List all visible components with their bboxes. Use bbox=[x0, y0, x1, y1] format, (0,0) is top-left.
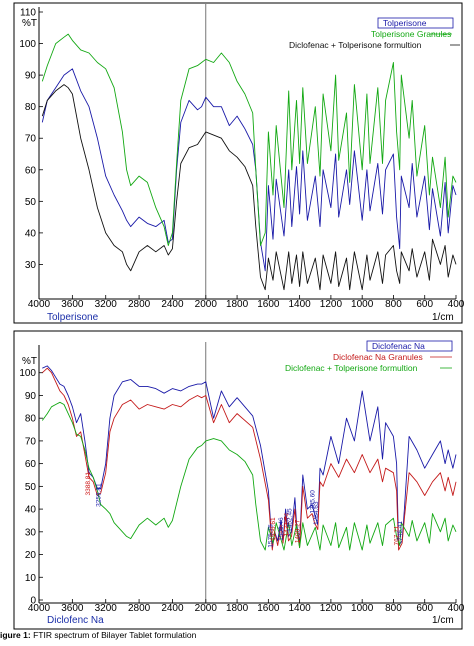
y-tick-label: 100 bbox=[19, 39, 36, 50]
legend-top: Tolperisone Tolperisone Granules Diclofe… bbox=[289, 17, 460, 50]
x-tick-label: 1600 bbox=[257, 603, 280, 614]
peak-annotation: 3388.81 bbox=[85, 472, 92, 496]
peak-annotation: 1471.74 bbox=[284, 512, 291, 536]
x-tick-label: 600 bbox=[416, 299, 433, 310]
peak-annotation: 1506.46 bbox=[278, 517, 285, 541]
y-tick-label: 40 bbox=[25, 228, 37, 239]
series-line-0 bbox=[41, 68, 457, 272]
y-axis-label: %T bbox=[22, 18, 37, 29]
legend-item-diclofenac-tolperisone: Diclofenac + Tolperisone formultion bbox=[289, 40, 422, 50]
y-tick-label: 60 bbox=[25, 459, 37, 470]
x-tick-label: 1600 bbox=[257, 299, 280, 310]
panel-label: Diclofenc Na bbox=[47, 615, 104, 626]
series-line-0 bbox=[42, 365, 457, 549]
y-tick-label: 10 bbox=[25, 573, 37, 584]
series-line-1 bbox=[41, 367, 457, 551]
x-tick-label: 4000 bbox=[28, 603, 51, 614]
x-tick-label: 800 bbox=[385, 603, 402, 614]
peak-annotation: 1305.60 bbox=[309, 490, 316, 514]
y-tick-label: 110 bbox=[20, 8, 36, 19]
y-tick-label: 40 bbox=[25, 505, 37, 516]
x-tick-label: 3600 bbox=[61, 299, 84, 310]
y-tick-label: 20 bbox=[25, 550, 37, 561]
x-tick-label: 1800 bbox=[226, 299, 249, 310]
x-tick-label: 800 bbox=[385, 299, 402, 310]
panel-label: Tolperisone bbox=[47, 312, 99, 323]
legend-item-tolperisone: Tolperisone bbox=[383, 18, 427, 28]
x-tick-label: 400 bbox=[448, 603, 465, 614]
x-tick-label: 4000 bbox=[28, 299, 51, 310]
peak-annotation: 1284.63 bbox=[313, 501, 320, 525]
y-tick-label: 0 bbox=[30, 596, 36, 607]
legend-item-diclofenac-tolperisone-2: Diclofenac + Tolperisone formultion bbox=[285, 363, 418, 373]
y-tick-label: 90 bbox=[25, 391, 37, 402]
peak-annotation: 1452.45 bbox=[286, 508, 293, 532]
y-tick-label: 100 bbox=[19, 368, 36, 379]
y-axis-label: %T bbox=[22, 356, 37, 367]
peak-annotation: 1556.61 bbox=[270, 517, 277, 541]
x-tick-label: 2400 bbox=[161, 603, 184, 614]
y-tick-label: 80 bbox=[25, 102, 37, 113]
y-tick-label: 90 bbox=[25, 71, 37, 82]
x-tick-label: 3200 bbox=[95, 603, 118, 614]
series-line-2 bbox=[41, 84, 457, 291]
x-tick-label: 1000 bbox=[351, 603, 374, 614]
x-tick-label: 1200 bbox=[320, 603, 343, 614]
legend-item-diclofenac-na: Diclofenac Na bbox=[372, 341, 425, 351]
peak-annotation: 1400.27 bbox=[295, 519, 302, 543]
x-tick-label: 3600 bbox=[61, 603, 84, 614]
y-tick-label: 30 bbox=[25, 527, 37, 538]
caption-label: igure 1: bbox=[0, 630, 31, 640]
series-line-2 bbox=[41, 401, 457, 551]
peak-annotation: 3259.81 bbox=[96, 483, 103, 507]
y-tick-label: 70 bbox=[25, 134, 37, 145]
x-tick-label: 1400 bbox=[289, 299, 312, 310]
x-tick-label: 2400 bbox=[161, 299, 184, 310]
y-tick-label: 50 bbox=[25, 482, 37, 493]
figure-caption: igure 1: FTIR spectrum of Bilayer Tablet… bbox=[0, 630, 196, 640]
x-tick-label: 2800 bbox=[128, 299, 151, 310]
x-tick-label: 1000 bbox=[351, 299, 374, 310]
x-tick-label: 1400 bbox=[289, 603, 312, 614]
panel-top-frame bbox=[13, 2, 463, 324]
x-tick-label: 1800 bbox=[226, 603, 249, 614]
peak-annotation: 767.71 bbox=[394, 525, 401, 545]
panel-bottom-frame bbox=[13, 330, 463, 630]
x-tick-label: 600 bbox=[416, 603, 433, 614]
x-tick-label: 400 bbox=[448, 299, 465, 310]
y-tick-label: 30 bbox=[25, 260, 37, 271]
x-tick-label: 1200 bbox=[320, 299, 343, 310]
x-tick-label: 2000 bbox=[195, 299, 218, 310]
x-tick-label: 3200 bbox=[95, 299, 118, 310]
y-tick-label: 50 bbox=[25, 197, 37, 208]
y-tick-label: 80 bbox=[25, 414, 37, 425]
x-axis-unit-label: 1/cm bbox=[432, 312, 454, 323]
x-axis-unit-label: 1/cm bbox=[432, 615, 454, 626]
y-tick-label: 60 bbox=[25, 165, 37, 176]
legend-item-tolperisone-granules: Tolperisone Granules bbox=[371, 29, 451, 39]
peak-annotation: 1575.75 bbox=[267, 524, 274, 548]
caption-text: FTIR spectrum of Bilayer Tablet formulat… bbox=[33, 630, 197, 640]
x-tick-label: 2000 bbox=[195, 603, 218, 614]
series-line-1 bbox=[41, 33, 457, 246]
legend-bottom: Diclofenac Na Diclofenac Na Granules Dic… bbox=[285, 340, 453, 373]
chart-panel-tolperisone: 110 100 90 80 70 60 50 40 30 %T 4000 3600 3200 2800 24… bbox=[19, 4, 465, 323]
x-tick-label: 2800 bbox=[128, 603, 151, 614]
y-tick-label: 70 bbox=[25, 436, 37, 447]
legend-item-diclofenac-na-granules: Diclofenac Na Granules bbox=[333, 352, 423, 362]
peak-annotation: 745.41 bbox=[397, 521, 404, 541]
